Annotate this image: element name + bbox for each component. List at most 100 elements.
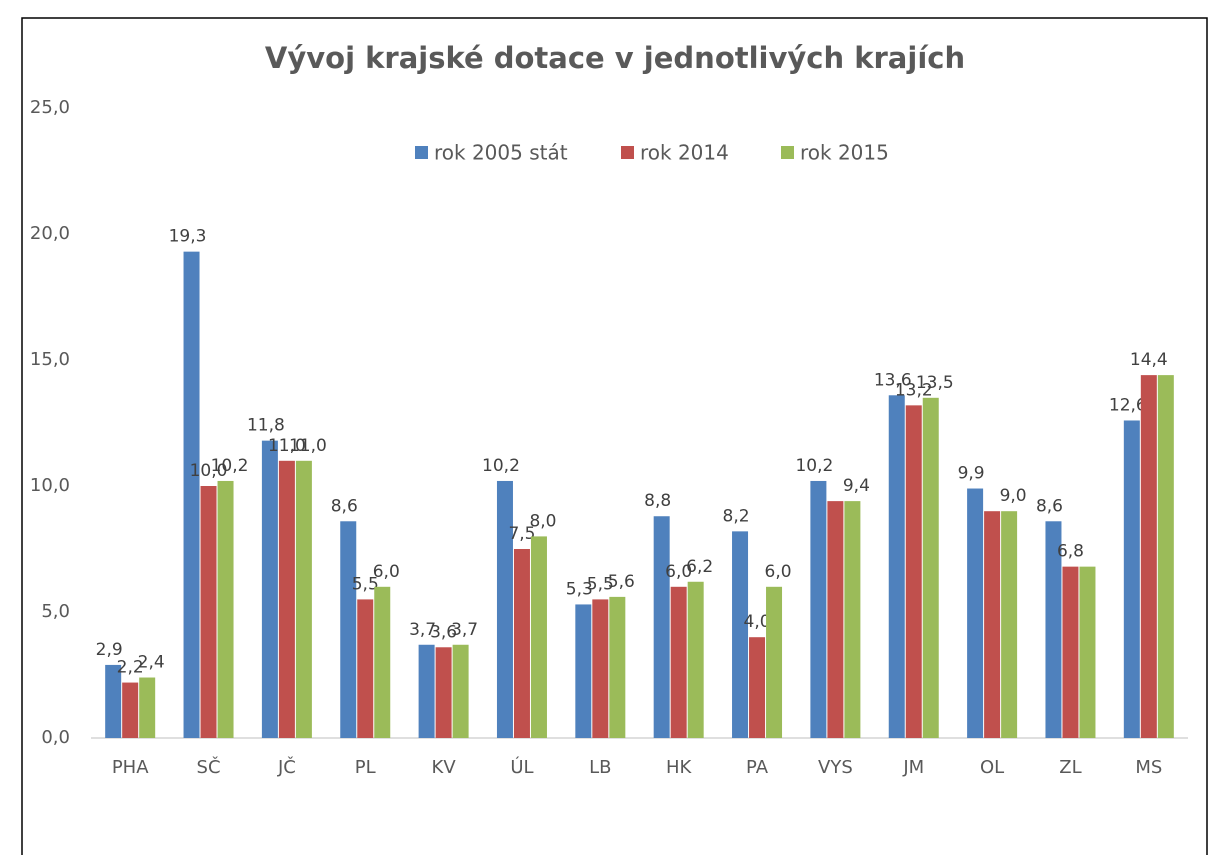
bar (653, 516, 670, 738)
bar (435, 647, 452, 738)
bar (844, 501, 861, 738)
bar (575, 604, 592, 738)
y-tick-label: 15,0 (30, 349, 70, 370)
bar (967, 488, 984, 738)
bar (1123, 420, 1140, 738)
bar (1062, 566, 1079, 738)
data-label: 2,9 (96, 640, 123, 660)
bar (905, 405, 922, 738)
data-label: 6,0 (665, 562, 692, 582)
data-label: 9,0 (1000, 486, 1027, 506)
data-label: 4,0 (744, 612, 771, 632)
bar (278, 460, 295, 738)
legend-label: rok 2005 stát (434, 141, 568, 165)
data-label: 13,6 (874, 370, 912, 390)
data-label: 19,3 (169, 227, 207, 247)
chart-title: Vývoj krajské dotace v jednotlivých kraj… (265, 41, 965, 75)
bar (984, 511, 1001, 738)
bar (357, 599, 374, 738)
bar (592, 599, 609, 738)
bar (340, 521, 357, 738)
bar (609, 596, 626, 738)
data-label: 6,8 (1057, 542, 1084, 562)
data-label: 13,2 (895, 380, 933, 400)
bar (122, 682, 139, 738)
bar (1001, 511, 1018, 738)
bar (749, 637, 766, 738)
bar (513, 549, 530, 738)
bar (418, 644, 435, 738)
data-label: 8,8 (644, 491, 671, 511)
bar (922, 397, 939, 738)
x-tick-label: SČ (197, 756, 221, 778)
x-tick-label: HK (666, 757, 693, 778)
data-label: 2,2 (117, 658, 144, 678)
bar (1140, 375, 1157, 738)
bar (810, 480, 827, 738)
data-label: 5,6 (608, 572, 635, 592)
x-tick-label: ÚL (510, 756, 533, 778)
bar (1157, 375, 1174, 738)
x-tick-label: VYS (818, 757, 853, 778)
data-label: 13,5 (916, 373, 954, 393)
bar (374, 586, 391, 738)
data-label: 11,0 (268, 436, 306, 456)
data-label: 2,4 (138, 653, 165, 673)
y-tick-label: 10,0 (30, 475, 70, 496)
data-label: 7,5 (508, 524, 535, 544)
data-label: 8,0 (529, 511, 556, 531)
data-label: 6,0 (373, 562, 400, 582)
x-tick-label: KV (432, 757, 457, 778)
x-tick-label: LB (589, 757, 611, 778)
bar (670, 586, 687, 738)
data-label: 10,0 (190, 461, 228, 481)
x-tick-label: OL (980, 757, 1004, 778)
bar (1079, 566, 1096, 738)
data-label: 6,2 (686, 557, 713, 577)
bar (452, 644, 469, 738)
bar (295, 460, 312, 738)
data-label: 5,3 (566, 579, 593, 599)
data-label: 10,2 (795, 456, 833, 476)
bar (200, 486, 217, 738)
data-label: 8,6 (1036, 496, 1063, 516)
bar (261, 440, 278, 738)
legend-swatch (781, 146, 794, 159)
data-label: 3,7 (451, 620, 478, 640)
x-tick-label: PA (746, 757, 769, 778)
data-label: 14,4 (1130, 350, 1168, 370)
x-tick-label: ZL (1059, 757, 1081, 778)
bar (827, 501, 844, 738)
y-tick-label: 5,0 (41, 601, 70, 622)
y-tick-label: 0,0 (41, 727, 70, 748)
data-label: 12,6 (1109, 395, 1147, 415)
x-tick-label: PL (355, 757, 376, 778)
data-label: 5,5 (587, 574, 614, 594)
legend-label: rok 2015 (800, 141, 889, 165)
bar (530, 536, 547, 738)
data-label: 6,0 (765, 562, 792, 582)
y-tick-label: 25,0 (30, 97, 70, 118)
data-label: 5,5 (352, 574, 379, 594)
bar (888, 395, 905, 738)
legend-swatch (415, 146, 428, 159)
bar (217, 480, 234, 738)
x-tick-label: JM (902, 757, 924, 778)
x-tick-label: PHA (112, 757, 149, 778)
data-label: 3,7 (409, 620, 436, 640)
data-label: 10,2 (482, 456, 520, 476)
x-tick-label: MS (1135, 757, 1162, 778)
legend-label: rok 2014 (640, 141, 729, 165)
x-tick-label: JČ (277, 756, 296, 778)
data-label: 10,2 (211, 456, 249, 476)
bar (732, 531, 749, 738)
bar (183, 251, 200, 738)
bar (496, 480, 513, 738)
data-label: 8,6 (331, 496, 358, 516)
y-tick-label: 20,0 (30, 223, 70, 244)
data-label: 9,4 (843, 476, 870, 496)
data-label: 11,0 (289, 436, 327, 456)
bar (1045, 521, 1062, 738)
bar (139, 677, 156, 738)
